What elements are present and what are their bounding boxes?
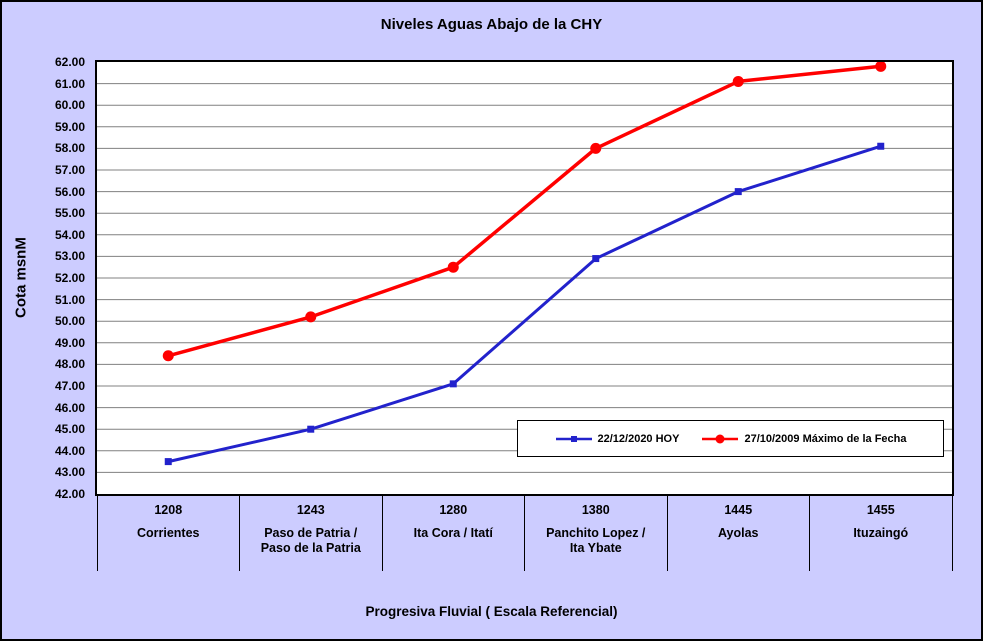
y-tick-label: 60.00 [54, 98, 85, 113]
series-line-1 [166, 64, 883, 358]
category-progresiva-label: 1455 [866, 503, 895, 517]
category-progresiva-label: 1208 [154, 503, 183, 517]
data-point-marker-square [307, 425, 315, 433]
y-tick-label: 52.00 [54, 271, 85, 285]
category-name-label: Panchito Lopez / Ita Ybate [546, 526, 646, 555]
category-1380: 1380 Panchito Lopez / Ita Ybate [525, 496, 668, 574]
category-name-label: Corrientes [136, 526, 200, 540]
data-point-marker-square [164, 458, 172, 466]
data-point-marker-square [449, 380, 457, 388]
y-tick-label: 43.00 [54, 465, 85, 480]
y-axis-ticks: 62.00 61.00 60.00 59.00 58.00 57.00 56.00 55.00… [2, 55, 91, 501]
y-tick-label: 56.00 [54, 184, 85, 199]
data-point-marker-circle [590, 142, 602, 154]
y-tick-label: 58.00 [54, 141, 85, 156]
legend-label: 22/12/2020 HOY [597, 432, 680, 445]
legend-item-0: 22/12/2020 HOY [555, 432, 680, 445]
category-1455: 1455 Ituzaingó [810, 496, 953, 574]
data-point-marker-circle [305, 311, 317, 323]
category-separator [524, 496, 525, 571]
y-tick-label: 45.00 [54, 422, 85, 437]
data-point-marker-circle [732, 75, 744, 87]
category-progresiva-label: 1445 [724, 503, 753, 517]
x-axis-title: Progresiva Fluvial ( Escala Referencial) [365, 604, 618, 619]
y-tick-label: 57.00 [54, 163, 85, 177]
y-tick-label: 42.00 [54, 487, 85, 501]
y-tick-label: 59.00 [54, 119, 85, 134]
y-tick-label: 47.00 [54, 379, 85, 393]
data-point-marker-circle [447, 261, 459, 273]
category-separator [239, 496, 240, 571]
legend-label: 27/10/2009 Máximo de la Fecha [744, 432, 907, 445]
category-progresiva-label: 1243 [296, 503, 325, 517]
category-1445: 1445 Ayolas [667, 496, 810, 574]
chart-title: Niveles Aguas Abajo de la CHY [380, 16, 603, 33]
data-point-marker-circle [162, 350, 174, 362]
plot-svg [97, 62, 952, 473]
y-tick-label: 49.00 [54, 335, 85, 350]
legend-swatch-square-icon [555, 435, 592, 442]
y-tick-label: 51.00 [54, 292, 85, 307]
data-point-marker-circle [875, 62, 887, 72]
category-separator [809, 496, 810, 571]
category-1243: 1243 Paso de Patria / Paso de la Patria [240, 496, 383, 574]
y-tick-label: 62.00 [54, 55, 85, 69]
category-name-label: Ayolas [717, 526, 759, 540]
category-separator [96, 496, 98, 571]
data-point-marker-square [592, 255, 600, 263]
y-tick-label: 46.00 [54, 400, 85, 415]
y-tick-label: 48.00 [54, 357, 85, 372]
legend-item-1: 27/10/2009 Máximo de la Fecha [701, 432, 907, 445]
data-point-marker-square [734, 188, 742, 196]
series-line-0 [166, 144, 883, 464]
category-name-label: Paso de Patria / Paso de la Patria [260, 526, 361, 555]
category-1208: 1208 Corrientes [97, 496, 240, 574]
category-1280: 1280 Ita Cora / Itatí [382, 496, 525, 574]
y-tick-label: 50.00 [54, 314, 85, 329]
y-tick-label: 44.00 [54, 443, 85, 458]
category-separator [381, 496, 383, 571]
x-axis-area: 1208 Corrientes 1243 Paso de Patria / Paso d… [96, 496, 953, 574]
y-tick-label: 54.00 [54, 227, 85, 242]
category-progresiva-label: 1380 [581, 503, 610, 517]
y-tick-label: 53.00 [54, 249, 85, 264]
category-progresiva-label: 1280 [439, 503, 468, 517]
category-separator [666, 496, 668, 571]
legend: 22/12/2020 HOY 27/10/2009 Máximo de la Fe… [517, 420, 944, 457]
y-tick-label: 61.00 [54, 76, 85, 91]
category-name-label: Ita Cora / Itatí [413, 526, 493, 540]
category-name-label: Ituzaingó [853, 526, 909, 540]
category-separator [951, 496, 953, 571]
data-point-marker-square [877, 142, 885, 150]
y-tick-label: 55.00 [54, 206, 85, 221]
legend-swatch-circle-icon [702, 434, 739, 443]
